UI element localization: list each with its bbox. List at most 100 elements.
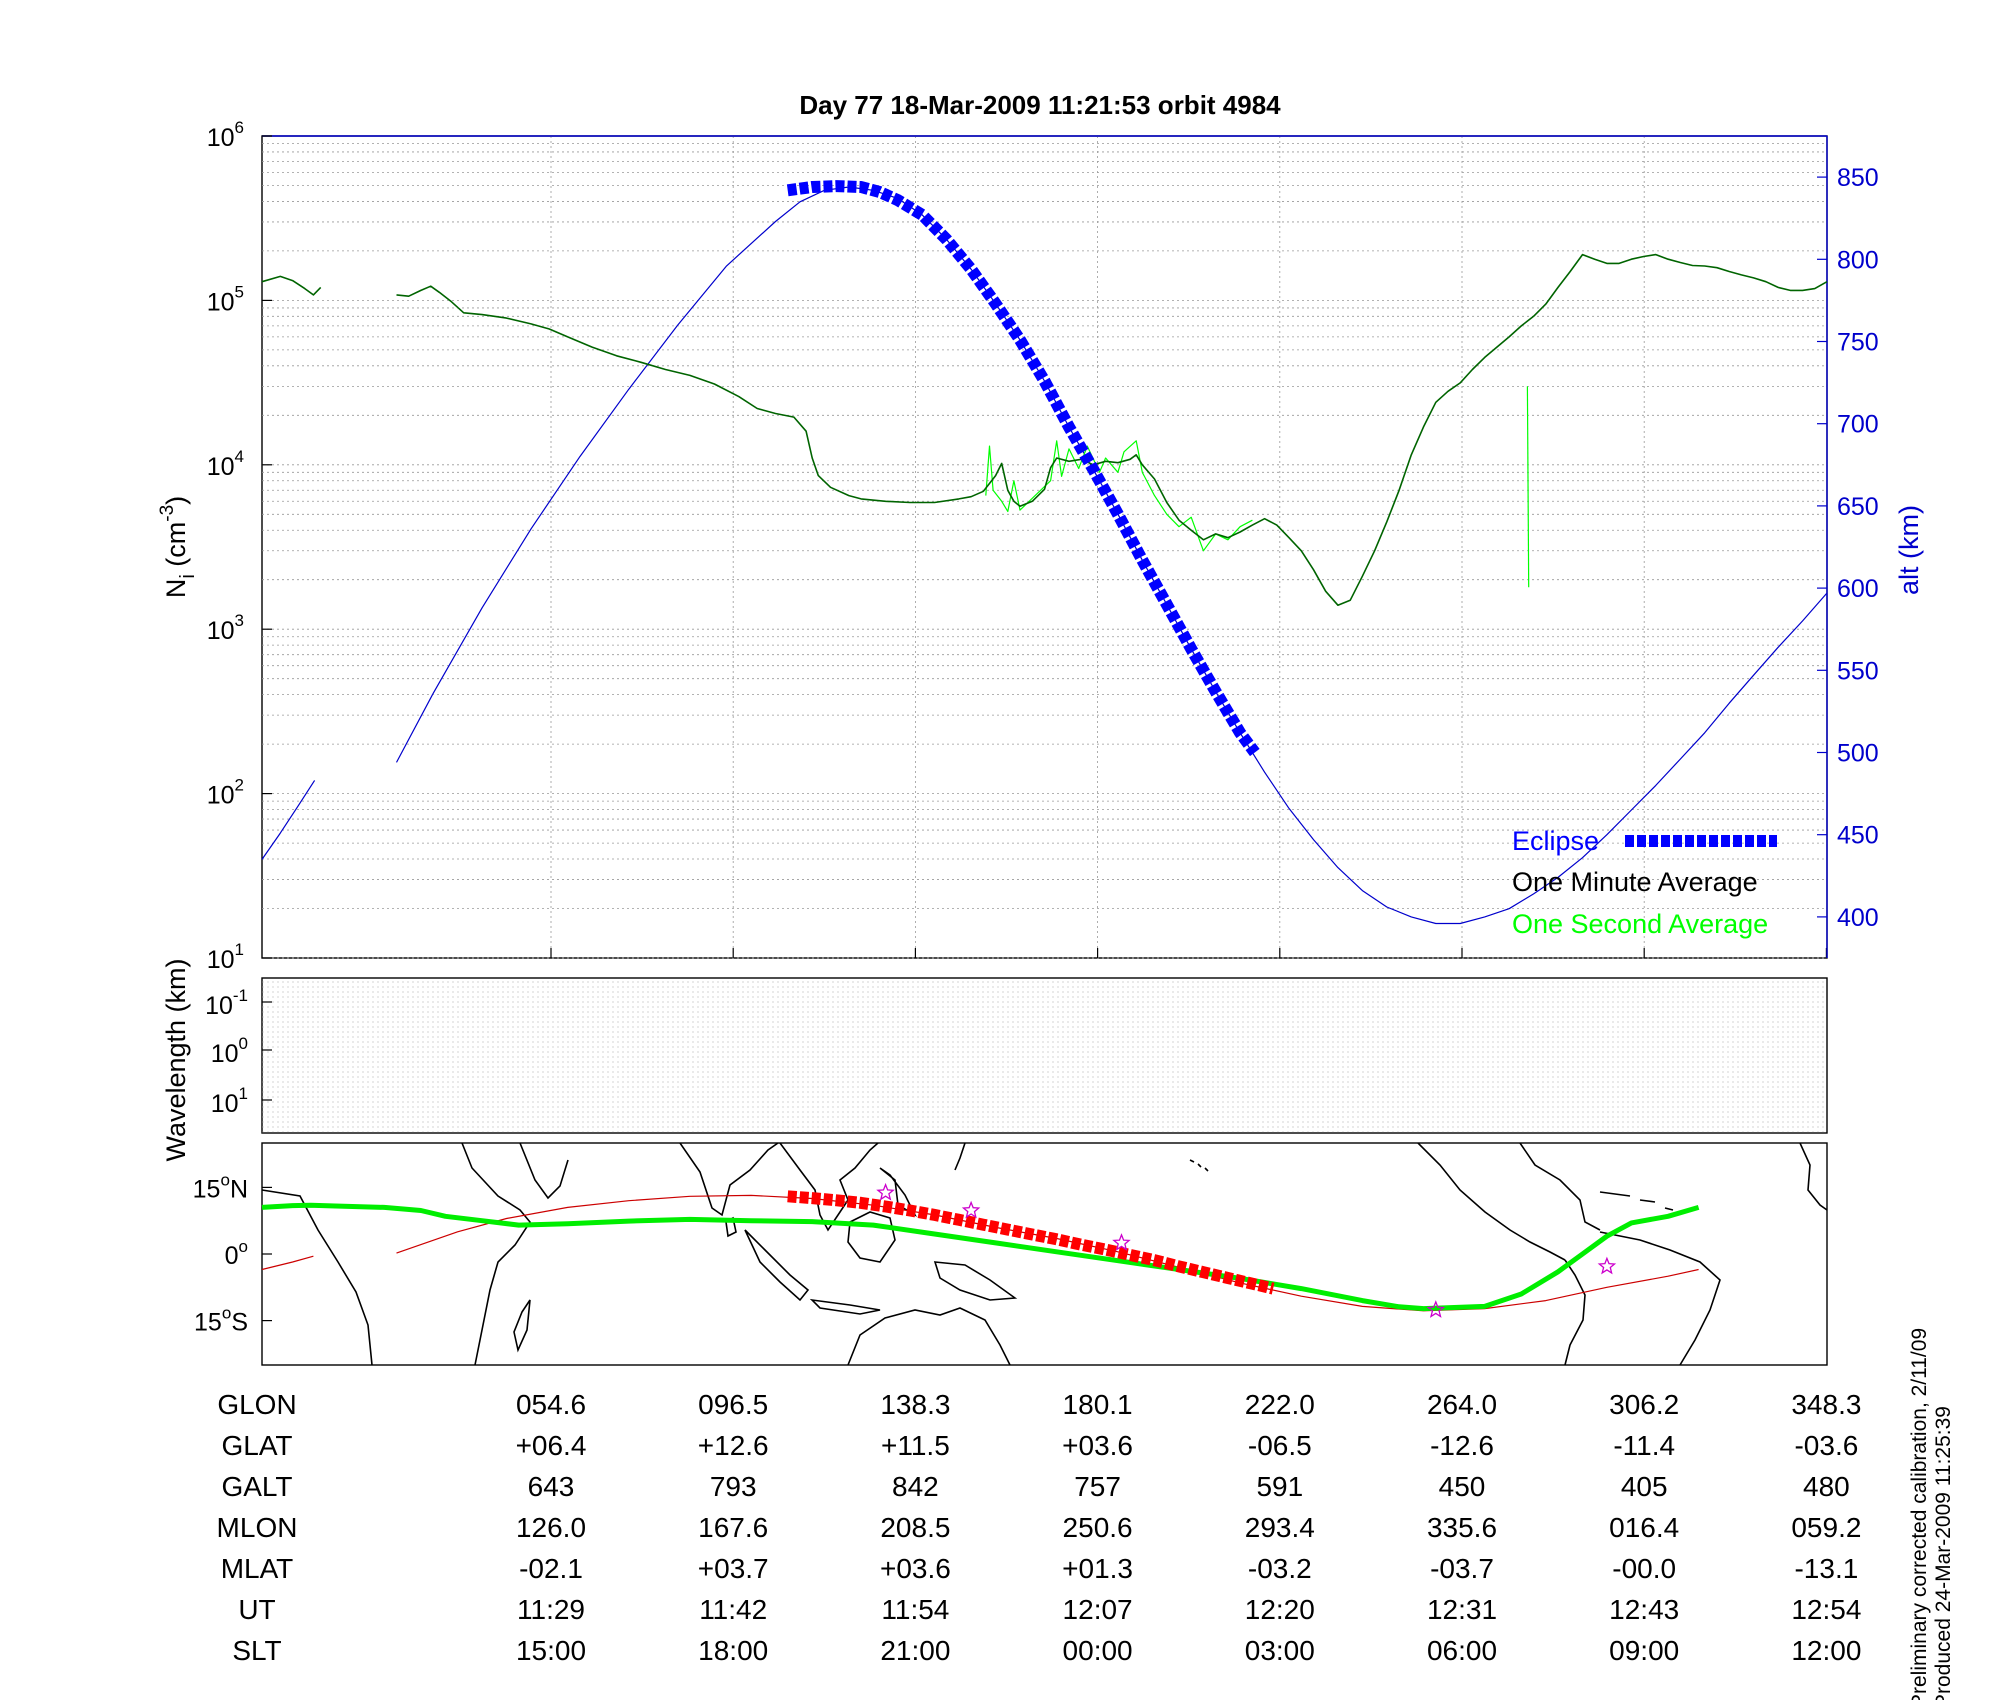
table-row-label: GLAT [221,1430,292,1461]
table-cell: 793 [710,1471,757,1502]
density-y-tick-label: 104 [207,447,244,481]
table-cell: 12:00 [1791,1635,1861,1666]
altitude-y-tick-label: 800 [1837,246,1879,274]
wavelength-plot-frame [261,977,1828,1134]
legend-eclipse-label: Eclipse [1512,826,1599,856]
indochina-coastline [779,1142,879,1232]
table-cell: 643 [528,1471,575,1502]
wavelength-y-tick-label: 101 [211,1084,248,1118]
altitude-y-tick-label: 500 [1837,740,1879,768]
density-y-ticks: 101 102 103 104 105 106 [207,118,272,974]
table-cell: 757 [1074,1471,1121,1502]
map-y-tick-label: 15oS [194,1304,248,1337]
table-cell: 15:00 [516,1635,586,1666]
table-cell: 222.0 [1245,1389,1315,1420]
table-cell: 842 [892,1471,939,1502]
table-cell: 11:54 [881,1594,949,1625]
table-cell: +03.7 [698,1553,769,1584]
table-cell: 12:54 [1791,1594,1861,1625]
west-africa-coastline [1799,1142,1828,1211]
table-cell: 306.2 [1609,1389,1679,1420]
table-row-label: MLAT [221,1553,294,1584]
table-cell: 096.5 [698,1389,768,1420]
ephemeris-table: GLON 054.6 096.5 138.3 180.1 222.0 264.0 306.2 3… [217,1389,1862,1666]
table-row-label: UT [238,1594,275,1625]
table-cell: 12:43 [1609,1594,1679,1625]
table-cell: 167.6 [698,1512,768,1543]
map-panel: 15oN 0o 15oS [193,1142,1828,1366]
density-plot-frame [261,135,1828,959]
table-cell: -11.4 [1613,1430,1675,1461]
table-cell: 126.0 [516,1512,586,1543]
wavelength-y-tick-label: 100 [211,1034,248,1068]
map-star-marker [1597,1256,1617,1275]
arabia-coastline [519,1142,569,1200]
table-cell: +12.6 [698,1430,769,1461]
density-y-tick-label: 103 [207,611,244,645]
table-cell: 09:00 [1609,1635,1679,1666]
svg-text:Ni (cm-3): Ni (cm-3) [157,496,199,598]
density-panel: 101 102 103 104 105 106 400 450 500 550 600 650 700… [157,118,1924,1365]
table-cell: 480 [1803,1471,1850,1502]
table-cell: 348.3 [1791,1389,1861,1420]
hawaii-islands [1189,1159,1209,1172]
table-cell: +11.5 [881,1430,950,1461]
map-star-marker [961,1200,981,1219]
legend: Eclipse One Minute Average One Second Av… [1512,826,1777,939]
table-cell: 250.6 [1063,1512,1133,1543]
altitude-y-tick-label: 700 [1837,411,1879,439]
table-cell: 138.3 [880,1389,950,1420]
table-cell: 180.1 [1063,1389,1133,1420]
density-gridlines [262,143,1827,959]
table-cell: 11:29 [517,1594,585,1625]
africa-coastline [261,1189,373,1366]
australia-coastline [847,1307,1011,1366]
altitude-axis-title: alt (km) [1894,505,1924,595]
legend-minute-label: One Minute Average [1512,867,1758,897]
table-cell: -06.5 [1248,1430,1312,1461]
map-series [261,1182,1700,1318]
table-cell: 12:20 [1245,1594,1315,1625]
altitude-y-tick-label: 650 [1837,493,1879,521]
density-y-tick-label: 102 [207,776,244,810]
footnote-line-2: Produced 24-Mar-2009 11:25:39 [1932,1406,1955,1700]
gulf-coastline [1519,1142,1601,1231]
footnote: Preliminary corrected calibration, 2/11/… [1908,1328,1955,1705]
chart-title: Day 77 18-Mar-2009 11:21:53 orbit 4984 [799,90,1281,120]
map-star-marker [876,1182,895,1201]
africa-east-coastline [461,1142,531,1366]
series-one-second-average [1526,386,1530,588]
map-y-tick-label: 0o [225,1237,248,1270]
south-america-coastline [1564,1259,1586,1366]
altitude-y-tick-label: 450 [1837,822,1879,850]
series-one-minute-average [261,275,322,296]
map-y-tick-label: 15oN [193,1170,248,1203]
table-cell: 335.6 [1427,1512,1497,1543]
density-y-tick-label: 101 [207,940,244,974]
table-cell: -03.6 [1794,1430,1858,1461]
new-guinea-coastline [933,1261,1018,1301]
table-cell: 016.4 [1609,1512,1679,1543]
table-cell: 03:00 [1245,1635,1315,1666]
density-y-tick-label: 106 [207,118,244,152]
map-star-marker [1426,1300,1446,1318]
altitude-y-tick-label: 600 [1837,575,1879,603]
map-plot-frame [261,1142,1828,1366]
table-row-label: MLON [217,1512,298,1543]
table-cell: +06.4 [516,1430,587,1461]
table-row-label: SLT [232,1635,281,1666]
map-star-marker [1112,1233,1131,1251]
table-cell: 293.4 [1245,1512,1315,1543]
table-cell: 450 [1439,1471,1486,1502]
north-america-coastline [1417,1142,1566,1261]
altitude-y-tick-label: 400 [1837,904,1879,932]
table-cell: 21:00 [880,1635,950,1666]
altitude-y-ticks: 400 450 500 550 600 650 700 750 800 850 [1817,164,1879,932]
density-y-axis-title: Ni (cm-3) [157,496,199,598]
table-cell: -00.0 [1612,1553,1676,1584]
sumatra-coastline [744,1229,810,1302]
table-cell: 12:07 [1063,1594,1133,1625]
wavelength-panel: 10-1 100 101 Wavelength (km) [161,958,1828,1162]
series-altitude [261,780,316,860]
